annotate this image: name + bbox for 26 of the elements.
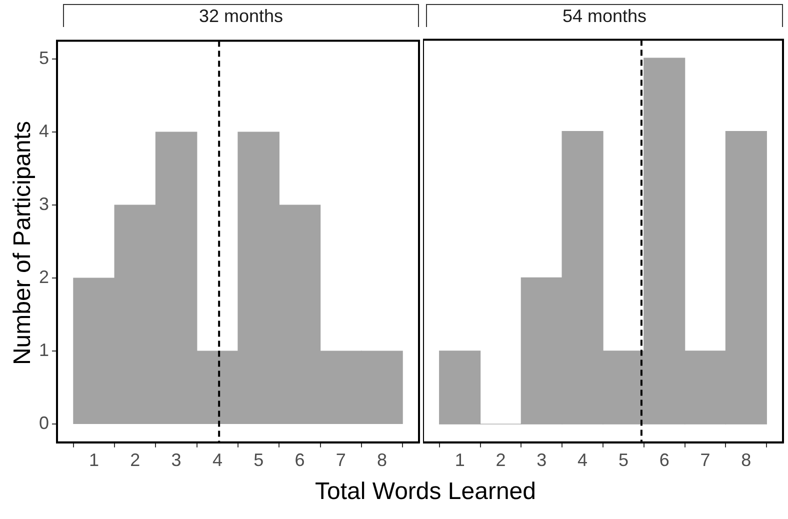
x-tick-label: 3 [536, 450, 547, 470]
x-tick-label: 6 [294, 450, 305, 470]
y-tick-label: 1 [38, 340, 50, 360]
x-tick-label: 2 [496, 450, 506, 470]
y-tick-label: 5 [38, 48, 50, 68]
y-tick-label: 2 [38, 267, 50, 288]
y-axis-title: Number of Participants [9, 120, 37, 366]
x-tick-label: 1 [454, 450, 465, 470]
x-tick-label: 8 [741, 450, 752, 470]
y-tick-label: 0 [38, 413, 50, 434]
x-tick-label: 8 [376, 450, 387, 470]
x-tick-label: 1 [89, 450, 100, 470]
x-tick-label: 5 [254, 450, 264, 470]
x-tick-label: 4 [578, 450, 588, 470]
x-tick-label: 4 [212, 450, 222, 470]
y-tick-label: 3 [38, 194, 50, 214]
x-tick-label: 3 [171, 450, 182, 470]
chart-title: 54 months [426, 4, 783, 27]
x-tick-label: 7 [336, 450, 346, 470]
y-tick-label: 4 [38, 121, 50, 142]
x-tick-label: 6 [659, 450, 670, 470]
chart-title: 32 months [63, 4, 419, 27]
x-tick-label: 7 [700, 450, 710, 470]
x-tick-label: 5 [618, 450, 628, 470]
x-axis-title: Total Words Learned [314, 478, 537, 506]
x-tick-label: 2 [130, 450, 140, 470]
